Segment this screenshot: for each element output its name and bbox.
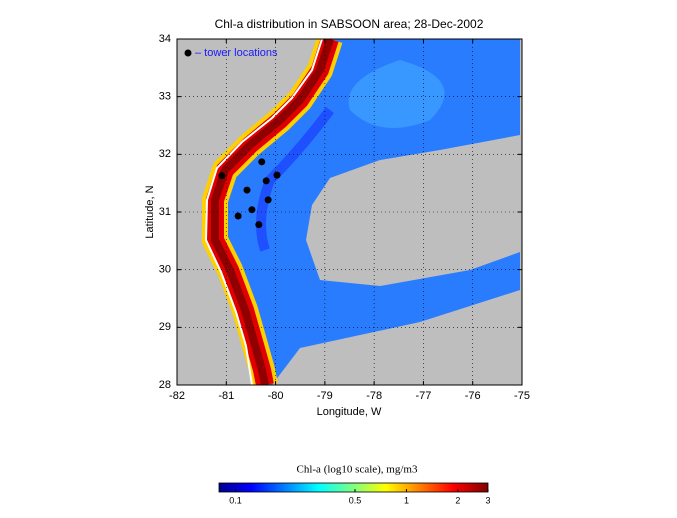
colorbar	[218, 482, 489, 493]
colorbar-tick-label: 1	[404, 495, 409, 505]
colorbar-tick-label: 3	[485, 495, 490, 505]
x-tick-label: -81	[218, 390, 234, 402]
y-tick-label: 32	[159, 148, 171, 160]
tower-location	[273, 171, 281, 179]
colorbar-label: Chl-a (log10 scale), mg/m3	[297, 464, 418, 476]
y-tick-label: 29	[159, 321, 171, 333]
x-tick-label: -76	[465, 390, 481, 402]
x-tick-label: -77	[415, 390, 431, 402]
x-tick-label: -80	[268, 390, 284, 402]
colorbar-tick-label: 0.1	[229, 495, 242, 505]
x-tick-label: -75	[514, 390, 530, 402]
tower-location	[255, 221, 263, 229]
legend-label: – tower locations	[195, 47, 278, 59]
tower-location	[248, 206, 256, 214]
tower-location	[258, 158, 266, 166]
tower-location	[264, 196, 272, 204]
x-tick-label: -79	[317, 390, 333, 402]
tower-location	[234, 212, 242, 220]
y-tick-label: 28	[159, 379, 171, 391]
legend-marker	[184, 49, 192, 57]
colorbar-tick-label: 2	[455, 495, 460, 505]
y-tick-label: 34	[159, 33, 171, 45]
y-axis-label: Latitude, N	[144, 185, 156, 238]
x-tick-label: -82	[169, 390, 185, 402]
y-tick-label: 33	[159, 91, 171, 103]
tower-location	[262, 177, 270, 185]
colorbar-tick-label: 0.5	[349, 495, 362, 505]
y-tick-label: 31	[159, 206, 171, 218]
x-axis-label: Longitude, W	[317, 406, 382, 418]
chart-title: Chl-a distribution in SABSOON area; 28-D…	[215, 17, 484, 31]
tower-location	[218, 172, 226, 180]
x-tick-label: -78	[366, 390, 382, 402]
y-tick-label: 30	[159, 264, 171, 276]
tower-location	[243, 186, 251, 194]
